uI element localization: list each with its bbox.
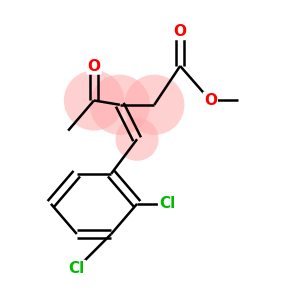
Circle shape: [116, 118, 159, 161]
Text: O: O: [204, 93, 217, 108]
Circle shape: [124, 75, 184, 135]
Circle shape: [90, 75, 150, 135]
Circle shape: [64, 70, 124, 130]
Text: Cl: Cl: [69, 261, 85, 276]
Text: O: O: [88, 58, 100, 74]
Text: O: O: [174, 24, 187, 39]
Text: Cl: Cl: [159, 196, 175, 211]
